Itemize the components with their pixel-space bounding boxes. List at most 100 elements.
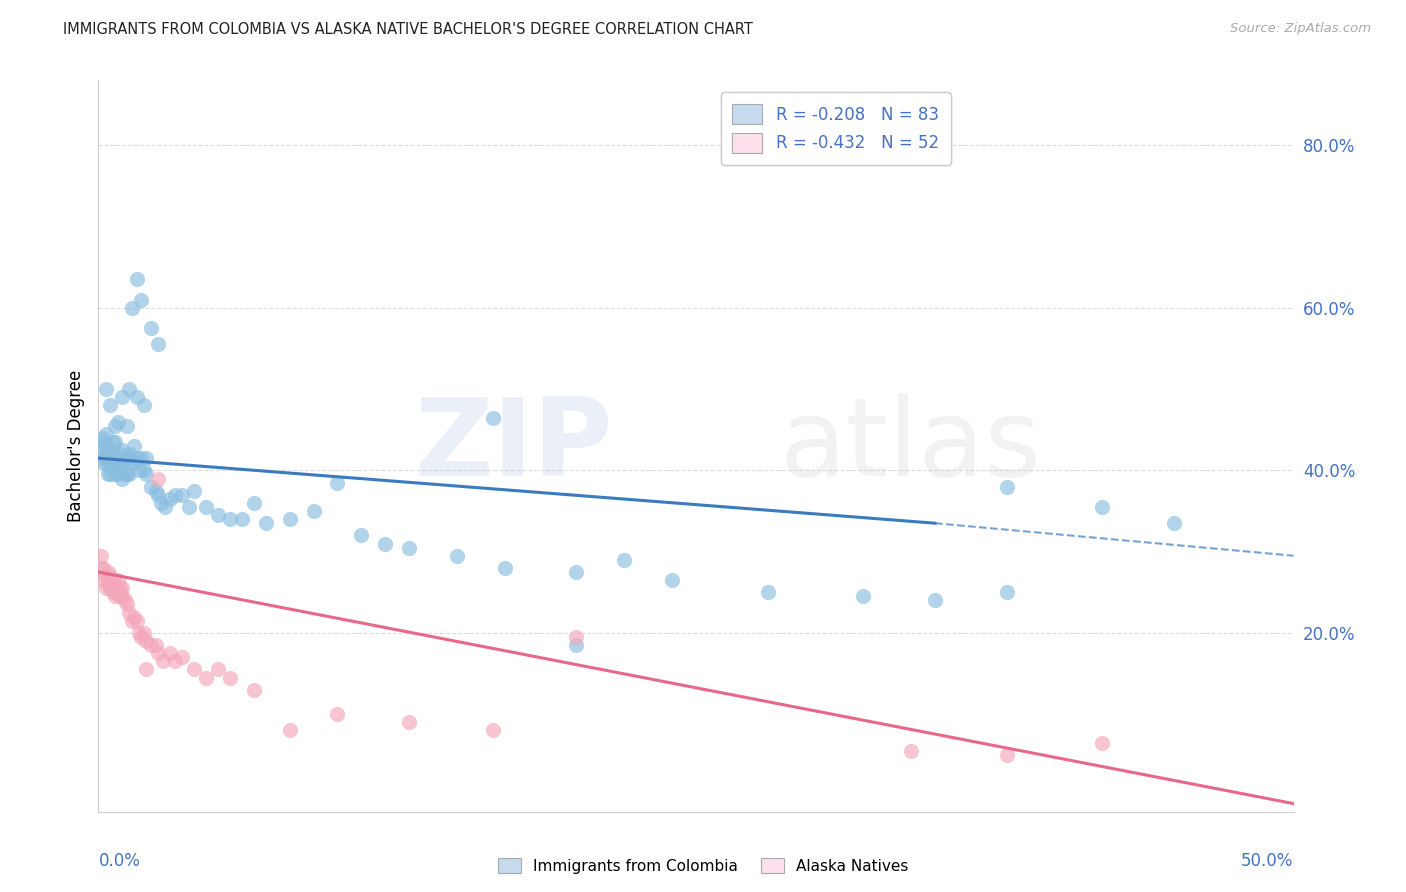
- Point: [111, 455, 134, 469]
- Point: [111, 581, 134, 595]
- Point: [145, 638, 167, 652]
- Point: [995, 747, 1018, 762]
- Point: [107, 415, 129, 429]
- Point: [139, 638, 162, 652]
- Point: [97, 447, 120, 461]
- Point: [114, 593, 136, 607]
- Point: [900, 744, 922, 758]
- Point: [124, 439, 146, 453]
- Point: [243, 682, 266, 697]
- Point: [114, 451, 136, 466]
- Point: [148, 646, 170, 660]
- Point: [91, 455, 114, 469]
- Point: [94, 569, 117, 583]
- Point: [125, 614, 148, 628]
- Point: [172, 488, 194, 502]
- Point: [132, 463, 155, 477]
- Point: [94, 451, 117, 466]
- Text: 50.0%: 50.0%: [1241, 852, 1294, 870]
- Point: [159, 491, 181, 506]
- Point: [152, 654, 174, 668]
- Point: [101, 459, 124, 474]
- Text: ZIP: ZIP: [413, 393, 613, 499]
- Point: [132, 626, 155, 640]
- Point: [91, 573, 114, 587]
- Legend: Immigrants from Colombia, Alaska Natives: Immigrants from Colombia, Alaska Natives: [492, 852, 914, 880]
- Point: [121, 614, 143, 628]
- Point: [481, 410, 505, 425]
- Point: [90, 443, 112, 458]
- Point: [108, 581, 131, 595]
- Point: [104, 418, 127, 433]
- Point: [121, 301, 143, 315]
- Point: [111, 471, 134, 485]
- Point: [94, 382, 117, 396]
- Point: [163, 488, 186, 502]
- Point: [111, 390, 134, 404]
- Point: [125, 390, 148, 404]
- Point: [139, 480, 162, 494]
- Point: [101, 447, 124, 461]
- Point: [98, 569, 122, 583]
- Point: [924, 593, 946, 607]
- Point: [111, 443, 134, 458]
- Point: [231, 512, 253, 526]
- Point: [995, 480, 1018, 494]
- Point: [118, 447, 141, 461]
- Text: Source: ZipAtlas.com: Source: ZipAtlas.com: [1230, 22, 1371, 36]
- Point: [128, 463, 150, 477]
- Point: [131, 451, 153, 466]
- Text: IMMIGRANTS FROM COLOMBIA VS ALASKA NATIVE BACHELOR'S DEGREE CORRELATION CHART: IMMIGRANTS FROM COLOMBIA VS ALASKA NATIV…: [63, 22, 754, 37]
- Point: [101, 573, 124, 587]
- Point: [207, 508, 229, 522]
- Point: [98, 467, 122, 482]
- Point: [115, 451, 138, 466]
- Point: [132, 398, 155, 412]
- Point: [114, 467, 136, 482]
- Point: [565, 638, 588, 652]
- Point: [1163, 516, 1185, 531]
- Point: [302, 504, 325, 518]
- Point: [145, 483, 167, 498]
- Point: [90, 549, 112, 563]
- Point: [494, 561, 516, 575]
- Point: [91, 434, 114, 449]
- Point: [139, 321, 162, 335]
- Point: [155, 500, 177, 514]
- Point: [565, 630, 588, 644]
- Point: [398, 541, 420, 555]
- Text: 0.0%: 0.0%: [98, 852, 141, 870]
- Point: [118, 467, 141, 482]
- Point: [98, 455, 122, 469]
- Point: [852, 590, 875, 604]
- Point: [756, 585, 779, 599]
- Point: [97, 467, 120, 482]
- Point: [94, 426, 117, 441]
- Legend: R = -0.208   N = 83, R = -0.432   N = 52: R = -0.208 N = 83, R = -0.432 N = 52: [721, 92, 950, 165]
- Point: [111, 590, 134, 604]
- Point: [374, 536, 396, 550]
- Point: [183, 663, 205, 677]
- Point: [148, 337, 170, 351]
- Point: [1091, 500, 1114, 514]
- Point: [107, 455, 129, 469]
- Point: [91, 561, 114, 575]
- Point: [326, 475, 349, 490]
- Point: [148, 488, 170, 502]
- Point: [243, 496, 266, 510]
- Point: [135, 663, 157, 677]
- Point: [118, 606, 141, 620]
- Point: [108, 459, 131, 474]
- Point: [254, 516, 277, 531]
- Point: [135, 634, 157, 648]
- Point: [183, 483, 205, 498]
- Point: [131, 293, 153, 307]
- Point: [148, 471, 170, 485]
- Point: [219, 512, 242, 526]
- Point: [125, 451, 148, 466]
- Point: [124, 455, 146, 469]
- Point: [91, 431, 114, 445]
- Point: [278, 512, 301, 526]
- Point: [661, 573, 683, 587]
- Point: [613, 553, 636, 567]
